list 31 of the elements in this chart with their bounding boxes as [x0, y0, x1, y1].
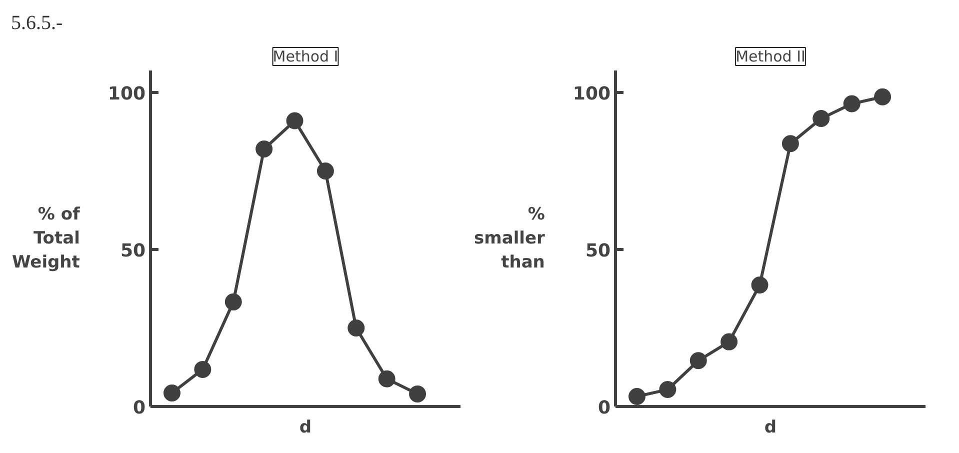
- y-axis-title: % of Total Weight: [12, 204, 81, 272]
- point: [316, 162, 334, 180]
- y-tick-label: 50: [120, 240, 146, 262]
- point: [782, 135, 799, 152]
- point: [224, 293, 242, 310]
- point: [874, 88, 892, 106]
- point: [378, 370, 396, 388]
- y-axis-title: % smaller than: [474, 204, 546, 272]
- point: [720, 333, 738, 350]
- y-tick-label: 100: [108, 83, 146, 104]
- point: [163, 384, 180, 402]
- chart-title: Method I: [272, 48, 338, 66]
- y-tick-label: 50: [585, 240, 611, 262]
- chart-title: Method II: [736, 48, 806, 66]
- x-axis-title: d: [299, 418, 312, 438]
- point: [286, 112, 304, 130]
- point: [256, 140, 273, 158]
- y-tick-label: 100: [572, 83, 611, 104]
- point: [812, 110, 830, 128]
- point: [659, 381, 676, 398]
- point: [690, 352, 707, 370]
- y-tick-label: 0: [132, 398, 146, 418]
- point: [751, 276, 768, 294]
- text: 5.6.5.-: [11, 11, 63, 36]
- point: [348, 320, 365, 336]
- point: [628, 388, 646, 405]
- x-axis-title: d: [764, 418, 777, 438]
- point: [409, 385, 426, 402]
- point: [194, 360, 212, 378]
- point: [843, 95, 860, 112]
- y-tick-label: 0: [598, 398, 611, 418]
